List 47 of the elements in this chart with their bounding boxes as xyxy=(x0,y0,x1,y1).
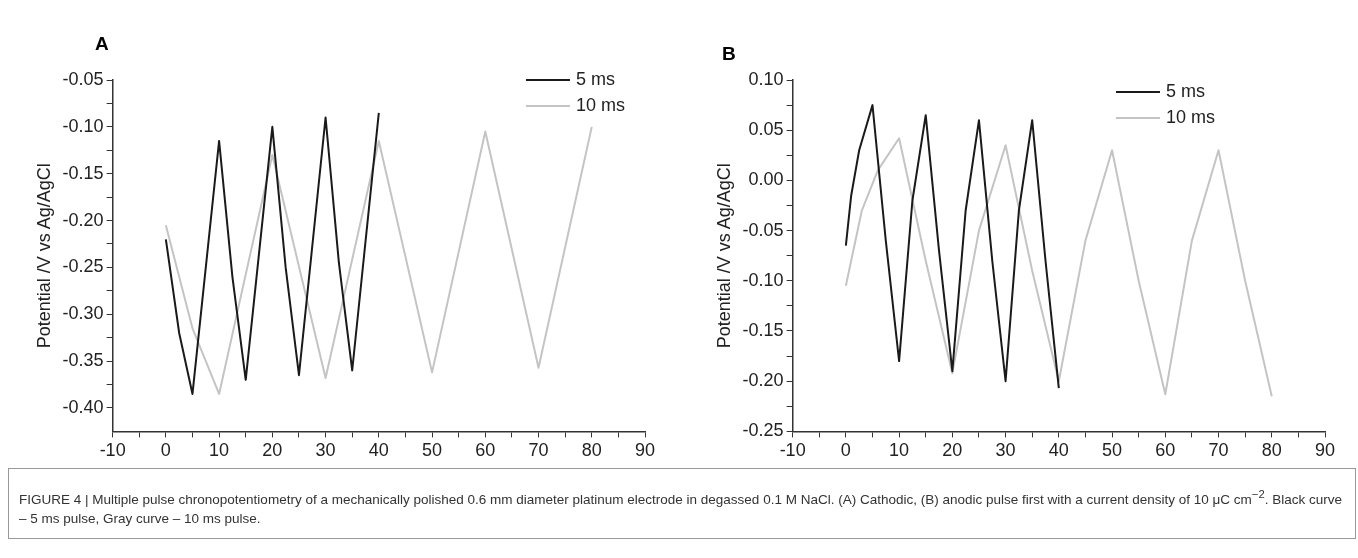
x-tick-label: 60 xyxy=(475,440,496,461)
chart-title: B xyxy=(722,43,736,65)
x-tick-label: 20 xyxy=(262,440,283,461)
x-tick-label: 0 xyxy=(160,440,171,461)
y-tick-label: -0.20 xyxy=(742,370,784,391)
text: FIGURE 4 | Multiple pulse chronopotentiometry of a mechanically polished 0.6 mm diameter platinum electrode in degassed 0.1 M NaCl. (A) Cathodic, (B) anodic pulse first with a current density of 10 μC cm$^{−2}$. Black curve – 5 ms pulse, Gray curve – 10 ms pulse. xyxy=(19,488,1342,526)
y-tick-label: -0.25 xyxy=(62,256,104,277)
y-tick-label: -0.40 xyxy=(62,396,104,417)
y-tick-label: -0.05 xyxy=(742,219,784,240)
y-tick-label: -0.10 xyxy=(62,115,104,136)
x-tick-label: -10 xyxy=(779,440,806,461)
x-tick-label: 10 xyxy=(889,440,910,461)
x-tick-label: 0 xyxy=(840,440,851,461)
x-tick-label: 50 xyxy=(422,440,443,461)
x-tick-label: 50 xyxy=(1102,440,1123,461)
y-axis-title: Potential /V vs Ag/AgCl xyxy=(713,163,734,349)
y-tick-label: 0.10 xyxy=(748,68,784,89)
x-tick-label: 80 xyxy=(1261,440,1282,461)
y-tick-label: 0.05 xyxy=(748,119,784,140)
x-tick-label: 20 xyxy=(942,440,963,461)
y-tick-label: -0.30 xyxy=(62,303,104,324)
y-tick-label: -0.15 xyxy=(742,319,784,340)
x-tick-label: 10 xyxy=(209,440,230,461)
x-tick-label: 30 xyxy=(315,440,336,461)
x-tick-label: 70 xyxy=(1208,440,1229,461)
y-axis-title: Potential /V vs Ag/AgCl xyxy=(33,163,54,349)
y-tick-label: -0.35 xyxy=(62,350,104,371)
x-tick-label: 30 xyxy=(995,440,1016,461)
legend-label: 5 ms xyxy=(575,68,615,89)
x-tick-label: 90 xyxy=(634,440,656,461)
x-tick-label: 80 xyxy=(581,440,602,461)
x-tick-label: -10 xyxy=(99,440,126,461)
chart-title: A xyxy=(95,33,109,55)
y-tick-label: -0.15 xyxy=(62,162,104,183)
y-tick-label: -0.20 xyxy=(62,209,104,230)
x-tick-label: 70 xyxy=(528,440,549,461)
x-tick-label: 60 xyxy=(1155,440,1176,461)
x-tick-label: 90 xyxy=(1314,440,1336,461)
y-tick-label: -0.25 xyxy=(742,420,784,441)
y-tick-label: -0.05 xyxy=(62,68,104,89)
y-tick-label: 0.00 xyxy=(748,169,784,190)
x-tick-label: 40 xyxy=(368,440,389,461)
x-tick-label: 40 xyxy=(1048,440,1069,461)
legend-label: 10 ms xyxy=(575,94,626,115)
legend-label: 5 ms xyxy=(1165,80,1205,101)
y-tick-label: -0.10 xyxy=(742,269,784,290)
legend-label: 10 ms xyxy=(1165,106,1216,127)
